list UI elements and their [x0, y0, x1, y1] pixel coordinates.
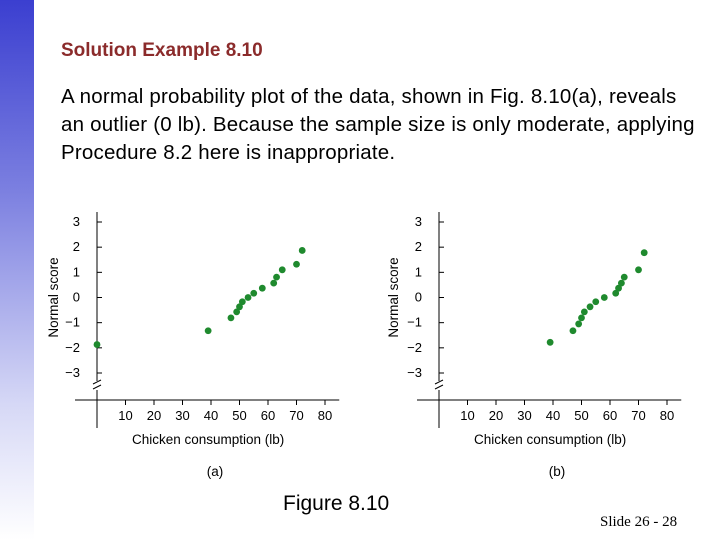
data-point — [569, 327, 577, 335]
data-point — [236, 303, 243, 311]
y-tick-label: 0 — [415, 290, 422, 305]
data-point — [250, 289, 258, 297]
y-axis-break-mark — [434, 384, 444, 390]
y-axis-label: Normal score — [46, 257, 61, 337]
slide-number: Slide 26 - 28 — [600, 514, 678, 530]
x-tick-label: 20 — [489, 408, 503, 423]
data-point — [233, 308, 241, 316]
y-tick-label: 2 — [73, 239, 80, 254]
x-axis-label: Chicken consumption (lb) — [132, 432, 284, 447]
y-tick-label: 3 — [73, 214, 80, 229]
data-point — [600, 294, 608, 301]
x-tick-label: 80 — [660, 408, 674, 423]
data-point — [204, 327, 212, 335]
data-point — [293, 260, 300, 268]
data-point — [270, 279, 278, 287]
data-point — [93, 341, 101, 348]
data-point — [273, 273, 280, 281]
data-point — [227, 314, 235, 322]
data-point — [278, 266, 286, 274]
y-tick-label: 2 — [415, 239, 422, 254]
x-tick-label: 60 — [603, 408, 617, 423]
y-tick-label: −3 — [407, 365, 422, 380]
y-tick-label: 3 — [415, 214, 422, 229]
data-point — [258, 284, 266, 292]
x-axis-label: Chicken consumption (lb) — [474, 432, 626, 447]
y-tick-label: 0 — [73, 290, 80, 305]
data-point — [244, 294, 252, 301]
x-tick-label: 10 — [118, 408, 132, 423]
data-point — [575, 320, 583, 328]
x-tick-label: 60 — [261, 408, 275, 423]
data-point — [238, 298, 246, 306]
y-tick-label: 1 — [73, 264, 80, 279]
x-tick-label: 10 — [460, 408, 474, 423]
x-tick-label: 50 — [232, 408, 246, 423]
y-axis-break-mark — [92, 379, 102, 385]
figure-caption: Figure 8.10 — [283, 492, 390, 515]
data-point — [580, 308, 588, 316]
y-axis-break-mark — [434, 379, 444, 385]
x-tick-label: 70 — [289, 408, 303, 423]
y-tick-label: −2 — [65, 340, 80, 355]
x-tick-label: 50 — [574, 408, 588, 423]
x-tick-label: 40 — [204, 408, 218, 423]
y-tick-label: −3 — [65, 365, 80, 380]
data-point — [640, 249, 648, 257]
data-point — [620, 273, 628, 281]
y-axis-label: Normal score — [386, 257, 401, 337]
data-point — [635, 266, 642, 274]
data-point — [586, 303, 594, 311]
x-tick-label: 70 — [631, 408, 645, 423]
data-point — [592, 298, 600, 306]
slide-sidebar-decoration — [0, 0, 34, 540]
x-tick-label: 30 — [175, 408, 189, 423]
data-point — [615, 284, 622, 292]
slide-title: Solution Example 8.10 — [61, 40, 263, 61]
panel-label: (a) — [207, 464, 224, 479]
data-point — [546, 338, 554, 346]
panel-label: (b) — [549, 464, 566, 479]
y-tick-label: −2 — [407, 340, 422, 355]
data-point — [298, 247, 306, 254]
x-tick-label: 30 — [517, 408, 531, 423]
x-tick-label: 40 — [546, 408, 560, 423]
slide-body-text: A normal probability plot of the data, s… — [61, 85, 695, 164]
y-tick-label: 1 — [415, 264, 422, 279]
y-tick-label: −1 — [407, 315, 422, 330]
data-point — [578, 314, 585, 322]
x-tick-label: 20 — [147, 408, 161, 423]
data-point — [618, 279, 625, 287]
y-tick-label: −1 — [65, 315, 80, 330]
data-point — [612, 289, 620, 297]
y-axis-break-mark — [92, 384, 102, 390]
x-tick-label: 80 — [318, 408, 332, 423]
